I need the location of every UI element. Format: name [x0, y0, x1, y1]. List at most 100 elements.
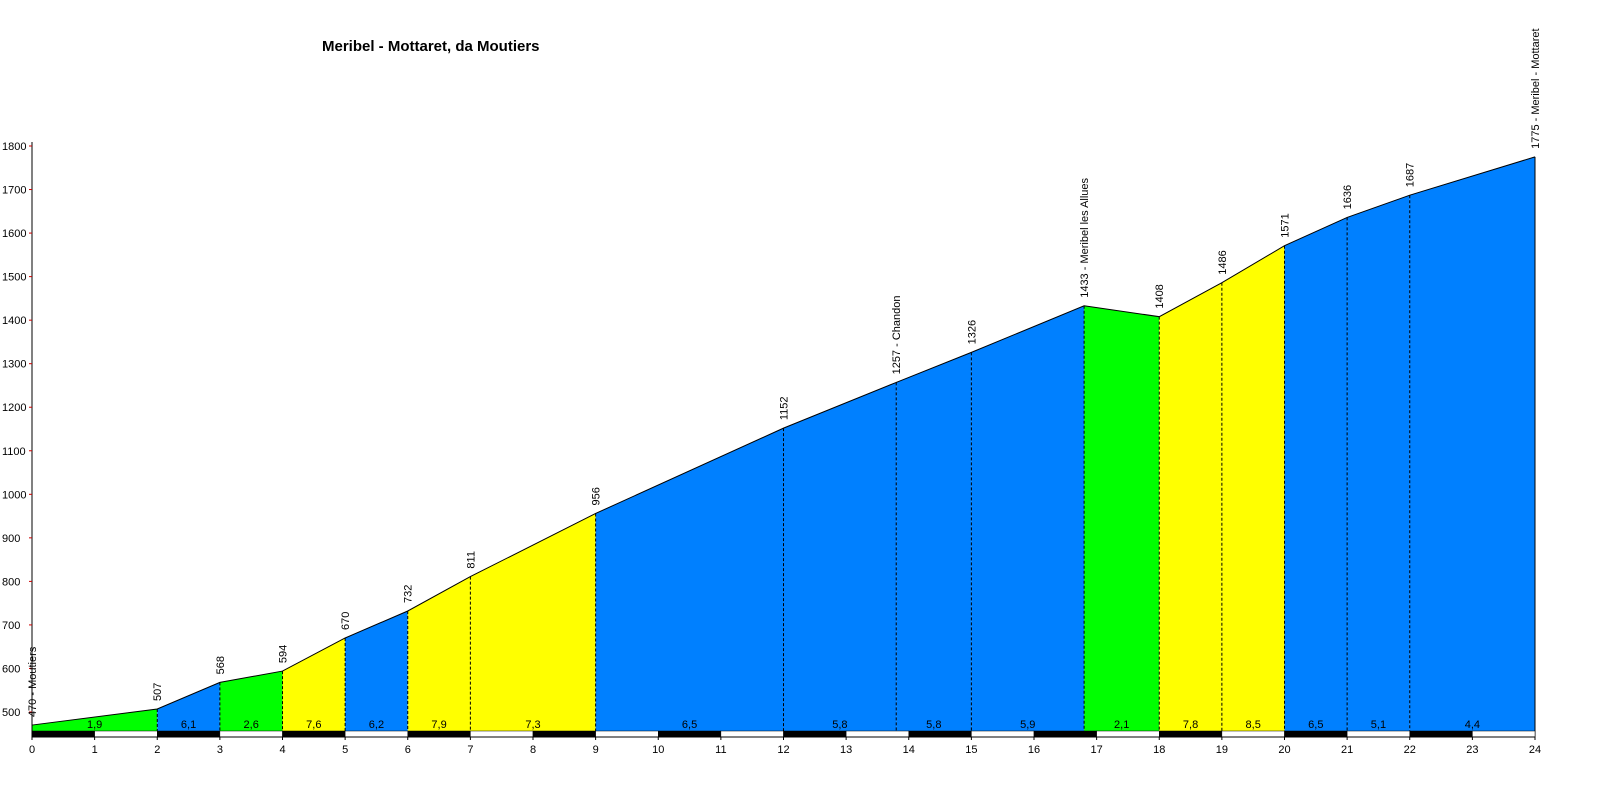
segment-fill	[1159, 282, 1222, 737]
altitude-label: 1326	[966, 320, 978, 344]
km-bar-cell	[658, 730, 722, 738]
gradient-label: 1,9	[87, 719, 102, 731]
km-bar-cell	[157, 730, 221, 738]
segment-dividers	[156, 195, 1411, 731]
segment-fill	[219, 671, 283, 737]
y-tick-label: 900	[2, 533, 20, 545]
x-tick-label: 4	[279, 744, 285, 756]
x-tick-label: 18	[1153, 744, 1165, 756]
km-bar-cell	[532, 730, 596, 738]
km-bar-cell	[1409, 730, 1473, 738]
x-tick-label: 3	[217, 744, 223, 756]
gradient-label: 8,5	[1246, 719, 1261, 731]
x-tick-label: 21	[1341, 744, 1353, 756]
km-bar-cell	[1346, 730, 1410, 738]
y-tick-label: 1200	[2, 402, 26, 414]
x-tick-label: 23	[1466, 744, 1478, 756]
segment-fill	[470, 513, 596, 737]
x-tick-label: 9	[593, 744, 599, 756]
gradient-label: 5,8	[832, 719, 847, 731]
altitude-label: 1486	[1217, 250, 1229, 274]
km-bar-cell	[470, 730, 534, 738]
gradient-label: 6,2	[369, 719, 384, 731]
y-tick-label: 700	[2, 620, 20, 632]
segment-fills	[32, 156, 1535, 738]
km-bar-cell	[595, 730, 659, 738]
segment-fill	[345, 610, 408, 737]
km-bar-cell	[219, 730, 283, 738]
km-bar-cell	[407, 730, 471, 738]
segment-fill	[32, 708, 158, 737]
y-tick-label: 1100	[2, 446, 26, 458]
segment-fill	[783, 382, 897, 737]
gradient-label: 7,3	[525, 719, 540, 731]
altitude-label: 470 - Moutiers	[27, 646, 39, 717]
gradient-label: 2,6	[244, 719, 259, 731]
altitude-label: 568	[215, 656, 227, 674]
gradient-label: 6,5	[682, 719, 697, 731]
km-bar-cell	[908, 730, 972, 738]
km-bar-cell	[282, 730, 346, 738]
km-bar-cell	[1159, 730, 1223, 738]
x-tick-label: 12	[777, 744, 789, 756]
y-tick-label: 1700	[2, 185, 26, 197]
km-bar-cell	[720, 730, 784, 738]
x-tick-label: 22	[1404, 744, 1416, 756]
km-bar-cell	[1472, 730, 1536, 738]
x-tick-label: 14	[903, 744, 915, 756]
profile-outline	[31, 156, 1536, 737]
x-tick-label: 15	[965, 744, 977, 756]
km-bar-cell	[971, 730, 1035, 738]
km-bar-cell	[1284, 730, 1348, 738]
km-scale-bar	[31, 730, 1536, 738]
x-tick-label: 0	[29, 744, 35, 756]
chart-title: Meribel - Mottaret, da Moutiers	[322, 38, 540, 55]
altitude-label: 1433 - Meribel les Allues	[1079, 177, 1091, 297]
gradient-label: 4,4	[1465, 719, 1480, 731]
gradient-label: 6,5	[1308, 719, 1323, 731]
km-bar-cell	[783, 730, 847, 738]
x-tick-label: 5	[342, 744, 348, 756]
x-tick-label: 20	[1278, 744, 1290, 756]
altitude-label: 507	[152, 683, 164, 701]
altitude-label: 1257 - Chandon	[891, 296, 903, 375]
y-tick-label: 1400	[2, 315, 26, 327]
km-bar-cell	[845, 730, 909, 738]
y-tick-label: 1600	[2, 228, 26, 240]
segment-fill	[896, 352, 972, 737]
x-tick-label: 10	[652, 744, 664, 756]
segment-fill	[282, 637, 346, 737]
altitude-label: 811	[465, 551, 477, 569]
altitude-label: 1687	[1405, 163, 1417, 187]
altitude-label: 1636	[1342, 185, 1354, 209]
gradient-label: 7,8	[1183, 719, 1198, 731]
segment-fill	[971, 305, 1085, 737]
y-tick-label: 600	[2, 663, 20, 675]
segment-fill	[1221, 245, 1285, 738]
km-bar-cell	[94, 730, 158, 738]
x-tick-label: 19	[1216, 744, 1228, 756]
km-bar-cell	[344, 730, 408, 738]
x-tick-label: 1	[92, 744, 98, 756]
gradient-label: 5,9	[1020, 719, 1035, 731]
km-bar-cell	[1096, 730, 1160, 738]
segment-fill	[407, 576, 471, 737]
x-tick-label: 6	[405, 744, 411, 756]
altitude-labels: 470 - Moutiers 507 568 594 670 732 811 956 1152 1…	[27, 28, 1542, 717]
altitude-label: 1152	[779, 396, 791, 420]
altitude-label: 1571	[1280, 213, 1292, 237]
x-tick-label: 13	[840, 744, 852, 756]
altitude-label: 1775 - Meribel - Mottaret	[1530, 28, 1542, 148]
segment-fill	[1347, 195, 1410, 737]
altitude-label: 1408	[1154, 284, 1166, 308]
y-tick-label: 1000	[2, 489, 26, 501]
x-tick-label: 2	[154, 744, 160, 756]
gradient-label: 2,1	[1114, 719, 1129, 731]
x-tick-label: 17	[1091, 744, 1103, 756]
y-tick-label: 1300	[2, 359, 26, 371]
gradient-label: 5,8	[926, 719, 941, 731]
profile-line	[31, 156, 1536, 726]
x-tick-label: 11	[715, 744, 726, 756]
altitude-label: 732	[403, 585, 415, 603]
